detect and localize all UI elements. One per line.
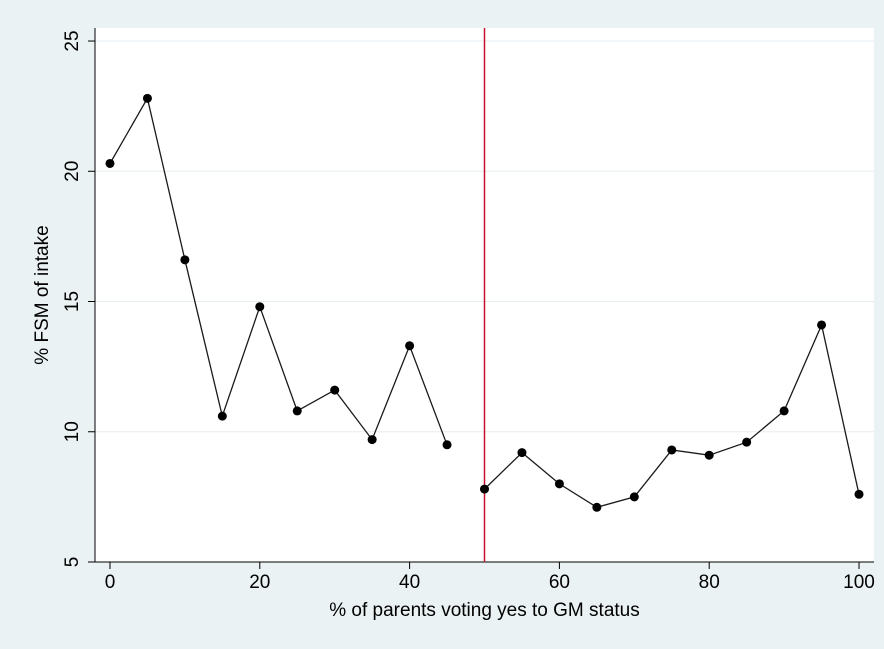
data-point-x40 <box>405 341 415 351</box>
data-point-x10 <box>180 255 190 265</box>
data-point-x100 <box>854 489 864 499</box>
data-point-x55 <box>517 448 527 458</box>
data-point-x25 <box>292 406 302 416</box>
data-point-x85 <box>742 437 752 447</box>
data-point-x80 <box>704 450 714 460</box>
data-point-x50 <box>480 484 489 494</box>
y-tick-label-25: 25 <box>62 30 83 51</box>
data-point-x35 <box>367 435 377 445</box>
y-axis-title: % FSM of intake <box>32 225 53 364</box>
y-tick-label-20: 20 <box>62 161 83 182</box>
data-point-x45 <box>442 440 452 450</box>
data-point-x5 <box>142 93 152 103</box>
data-point-x75 <box>667 445 677 455</box>
data-point-x15 <box>217 411 227 421</box>
data-point-x0 <box>105 158 115 168</box>
tick-marks <box>88 40 860 569</box>
x-tick-label-60: 60 <box>549 572 570 593</box>
data-point-x30 <box>330 385 340 395</box>
tick-labels: 0 20 40 60 80 100 5 10 15 20 25 <box>62 30 875 593</box>
data-point-x20 <box>255 302 265 312</box>
data-point-x90 <box>779 406 789 416</box>
data-point-x60 <box>554 479 564 489</box>
y-tick-label-10: 10 <box>62 421 83 442</box>
y-tick-label-15: 15 <box>62 291 83 312</box>
data-point-x95 <box>817 320 827 330</box>
data-point-x70 <box>629 492 639 502</box>
data-point-x65 <box>592 502 602 512</box>
x-tick-label-40: 40 <box>399 572 420 593</box>
x-axis-title: % of parents voting yes to GM status <box>329 600 639 621</box>
series-line-below-50 <box>109 96 448 446</box>
data-markers <box>105 93 864 512</box>
x-tick-label-0: 0 <box>105 572 116 593</box>
x-tick-label-100: 100 <box>843 572 875 593</box>
x-tick-label-80: 80 <box>699 572 720 593</box>
y-tick-label-5: 5 <box>62 557 83 568</box>
x-tick-label-20: 20 <box>249 572 270 593</box>
